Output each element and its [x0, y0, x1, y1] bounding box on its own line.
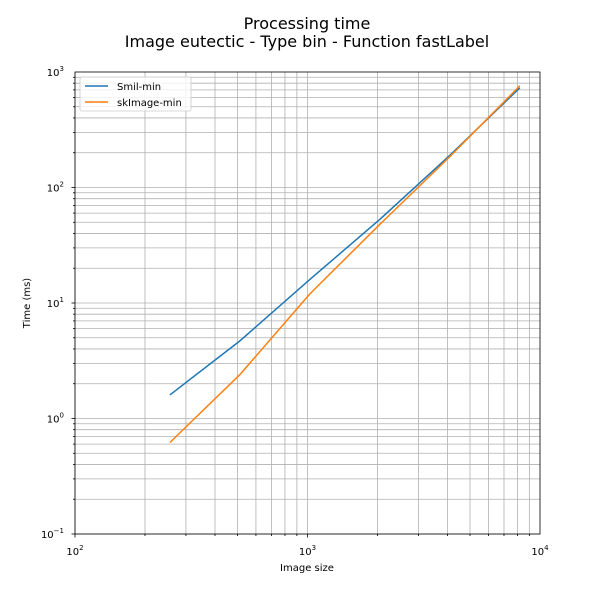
x-tick-label: 103: [299, 544, 316, 558]
legend-label-smil-min: Smil-min: [117, 82, 161, 93]
legend-label-skimage-min: skImage-min: [117, 98, 182, 109]
chart-subtitle: Image eutectic - Type bin - Function fas…: [125, 32, 489, 51]
legend: Smil-min skImage-min: [79, 76, 192, 112]
x-tick-label: 104: [531, 544, 549, 558]
y-tick-label: 102: [47, 181, 64, 195]
x-tick-label: 102: [66, 544, 83, 558]
chart-title: Processing time: [244, 14, 371, 33]
y-axis-label: Time (ms): [22, 278, 33, 330]
series-layer: [169, 85, 521, 444]
y-tick-label: 100: [47, 412, 64, 426]
series-line-skimage-min: [169, 85, 521, 444]
y-tick-label: 10−1: [41, 527, 64, 541]
y-tick-label: 101: [47, 296, 64, 310]
y-tick-label: 103: [47, 65, 64, 79]
x-axis-label: Image size: [280, 563, 334, 574]
grid: [74, 72, 540, 535]
ticks: 102 103 104 10−1 100 101 102 103: [41, 65, 549, 558]
